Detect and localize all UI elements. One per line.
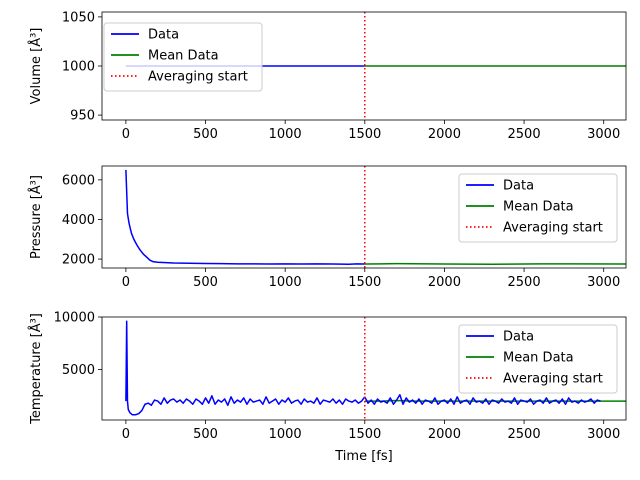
legend-label-mean-data: Mean Data bbox=[503, 200, 574, 215]
y-tick-label: 6000 bbox=[62, 173, 95, 188]
x-tick-label: 0 bbox=[122, 275, 130, 290]
x-tick-label: 2500 bbox=[508, 127, 541, 142]
legend-box bbox=[458, 324, 618, 394]
series-line-data bbox=[125, 320, 366, 416]
y-tick-label: 1050 bbox=[62, 10, 95, 25]
legend-label-averaging-start: Averaging start bbox=[503, 372, 603, 387]
legend-label-mean-data: Mean Data bbox=[148, 49, 219, 64]
x-tick-label: 1500 bbox=[348, 427, 381, 442]
legend-label-data: Data bbox=[503, 330, 534, 345]
legend-label-data: Data bbox=[503, 179, 534, 194]
x-axis-label: Time [fs] bbox=[334, 449, 392, 464]
x-tick-label: 1500 bbox=[348, 275, 381, 290]
series-line-data bbox=[125, 169, 365, 265]
legend-label-averaging-start: Averaging start bbox=[148, 70, 248, 85]
subplot-2: 0 500 1000 1500 2000 2500 3000 2000 4000 6000 Pres… bbox=[28, 165, 627, 290]
x-tick-label: 1000 bbox=[269, 275, 302, 290]
y-tick-label: 5000 bbox=[62, 363, 95, 378]
y-tick-label: 4000 bbox=[62, 213, 95, 228]
x-tick-label: 2000 bbox=[428, 127, 461, 142]
x-tick-label: 3000 bbox=[587, 427, 620, 442]
x-tick-label: 2500 bbox=[508, 427, 541, 442]
y-tick-label: 1000 bbox=[62, 60, 95, 75]
legend-label-averaging-start: Averaging start bbox=[503, 221, 603, 236]
axes-frame bbox=[101, 316, 627, 421]
y-tick-label: 10000 bbox=[54, 311, 95, 326]
y-tick-label: 950 bbox=[70, 109, 95, 124]
y-tick-label: 2000 bbox=[62, 253, 95, 268]
series-line-data-overlay bbox=[364, 394, 601, 405]
series-line-mean-data bbox=[364, 262, 626, 265]
legend-box bbox=[103, 22, 263, 92]
legend: Data Mean Data Averaging start bbox=[458, 173, 618, 243]
x-tick-label: 0 bbox=[122, 427, 130, 442]
x-tick-label: 3000 bbox=[587, 275, 620, 290]
x-tick-label: 2000 bbox=[428, 427, 461, 442]
y-axis-label: Temperature [Å³] bbox=[28, 313, 44, 425]
x-tick-label: 1500 bbox=[348, 127, 381, 142]
legend: Data Mean Data Averaging start bbox=[103, 22, 263, 92]
x-tick-label: 3000 bbox=[587, 127, 620, 142]
x-tick-label: 500 bbox=[193, 427, 218, 442]
x-tick-label: 0 bbox=[122, 127, 130, 142]
x-tick-label: 2500 bbox=[508, 275, 541, 290]
x-tick-label: 500 bbox=[193, 275, 218, 290]
x-tick-label: 2000 bbox=[428, 275, 461, 290]
axes-frame bbox=[101, 165, 627, 269]
x-tick-label: 500 bbox=[193, 127, 218, 142]
legend-label-mean-data: Mean Data bbox=[503, 351, 574, 366]
subplot-3: 0 500 1000 1500 2000 2500 3000 5000 10000 Tempera… bbox=[28, 311, 627, 442]
legend: Data Mean Data Averaging start bbox=[458, 324, 618, 394]
plot-area bbox=[125, 317, 626, 420]
subplot-1: 0 500 1000 1500 2000 2500 3000 950 1000 1050 Volum… bbox=[28, 10, 627, 142]
legend-box bbox=[458, 173, 618, 243]
x-tick-label: 1000 bbox=[269, 427, 302, 442]
y-axis-label: Pressure [Å³] bbox=[28, 175, 44, 259]
x-tick-label: 1000 bbox=[269, 127, 302, 142]
y-axis-label: Volume [Å³] bbox=[28, 28, 44, 105]
legend-label-data: Data bbox=[148, 28, 179, 43]
plot-area bbox=[125, 166, 626, 268]
